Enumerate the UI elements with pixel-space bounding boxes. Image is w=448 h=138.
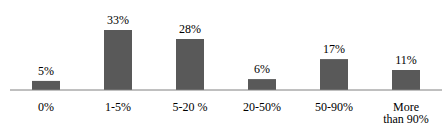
svg-text:50-90%: 50-90% bbox=[315, 100, 353, 114]
svg-text:1-5%: 1-5% bbox=[105, 100, 131, 114]
svg-text:28%: 28% bbox=[179, 22, 201, 36]
svg-text:6%: 6% bbox=[254, 62, 270, 76]
svg-text:17%: 17% bbox=[323, 42, 345, 56]
svg-text:5%: 5% bbox=[38, 64, 54, 78]
svg-text:20-50%: 20-50% bbox=[243, 100, 281, 114]
svg-text:33%: 33% bbox=[107, 13, 129, 27]
svg-text:Morethan 90%: Morethan 90% bbox=[383, 100, 429, 126]
svg-text:0%: 0% bbox=[38, 100, 54, 114]
svg-text:11%: 11% bbox=[395, 53, 417, 67]
svg-text:5-20 %: 5-20 % bbox=[173, 100, 208, 114]
